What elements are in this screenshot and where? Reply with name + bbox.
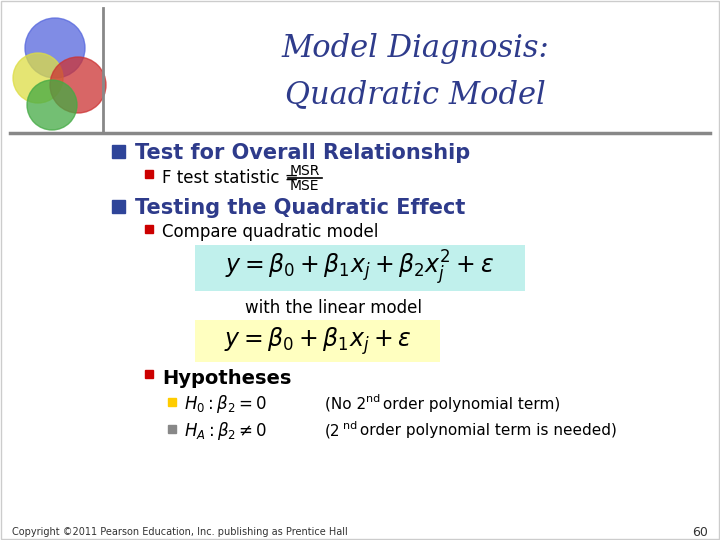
Bar bbox=[168, 398, 176, 406]
Circle shape bbox=[27, 80, 77, 130]
Text: $y = \beta_0 + \beta_1 x_j + \beta_2 x_j^2 + \varepsilon$: $y = \beta_0 + \beta_1 x_j + \beta_2 x_j… bbox=[225, 248, 495, 287]
Bar bbox=[112, 145, 125, 158]
Text: MSE: MSE bbox=[290, 179, 320, 193]
Text: Copyright ©2011 Pearson Education, Inc. publishing as Prentice Hall: Copyright ©2011 Pearson Education, Inc. … bbox=[12, 527, 348, 537]
Circle shape bbox=[13, 53, 63, 103]
Bar bbox=[168, 425, 176, 433]
Text: $y = \beta_0 + \beta_1 x_j + \varepsilon$: $y = \beta_0 + \beta_1 x_j + \varepsilon… bbox=[224, 325, 411, 357]
Bar bbox=[112, 200, 125, 213]
Text: $H_0: \beta_2 = 0$: $H_0: \beta_2 = 0$ bbox=[184, 393, 267, 415]
Text: nd: nd bbox=[343, 421, 357, 431]
Bar bbox=[145, 170, 153, 178]
Text: Hypotheses: Hypotheses bbox=[162, 368, 292, 388]
Bar bbox=[145, 225, 153, 233]
Text: Testing the Quadratic Effect: Testing the Quadratic Effect bbox=[135, 198, 465, 218]
Text: 60: 60 bbox=[692, 525, 708, 538]
Text: (2: (2 bbox=[325, 423, 341, 438]
Circle shape bbox=[50, 57, 106, 113]
Bar bbox=[145, 370, 153, 378]
FancyBboxPatch shape bbox=[195, 320, 440, 362]
Text: Test for Overall Relationship: Test for Overall Relationship bbox=[135, 143, 470, 163]
Text: Quadratic Model: Quadratic Model bbox=[284, 79, 545, 111]
Text: order polynomial term): order polynomial term) bbox=[378, 396, 560, 411]
FancyBboxPatch shape bbox=[195, 245, 525, 291]
Text: with the linear model: with the linear model bbox=[245, 299, 422, 317]
Text: (No 2: (No 2 bbox=[325, 396, 366, 411]
Text: Model Diagnosis:: Model Diagnosis: bbox=[281, 32, 549, 64]
Text: order polynomial term is needed): order polynomial term is needed) bbox=[355, 423, 617, 438]
Text: $H_A: \beta_2 \neq 0$: $H_A: \beta_2 \neq 0$ bbox=[184, 420, 267, 442]
Text: nd: nd bbox=[366, 394, 380, 404]
Text: Compare quadratic model: Compare quadratic model bbox=[162, 223, 379, 241]
Text: MSR: MSR bbox=[290, 164, 320, 178]
Circle shape bbox=[25, 18, 85, 78]
Text: F test statistic =: F test statistic = bbox=[162, 169, 304, 187]
